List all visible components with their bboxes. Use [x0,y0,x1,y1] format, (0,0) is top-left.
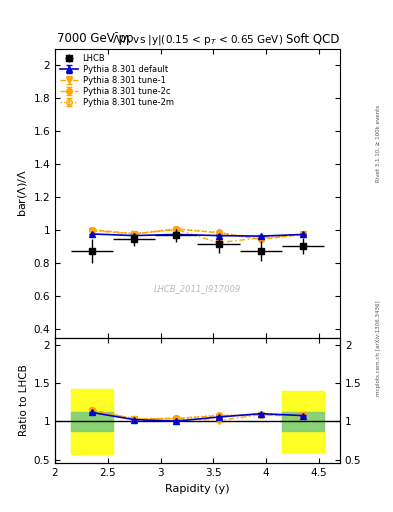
Y-axis label: bar($\Lambda$)/$\Lambda$: bar($\Lambda$)/$\Lambda$ [17,169,29,217]
Text: mcplots.cern.ch [arXiv:1306.3436]: mcplots.cern.ch [arXiv:1306.3436] [376,301,380,396]
Legend: LHCB, Pythia 8.301 default, Pythia 8.301 tune-1, Pythia 8.301 tune-2c, Pythia 8.: LHCB, Pythia 8.301 default, Pythia 8.301… [58,52,175,109]
X-axis label: Rapidity (y): Rapidity (y) [165,484,230,494]
Title: $\bar{\Lambda}/\Lambda$ vs |y|(0.15 < p$_T$ < 0.65 GeV): $\bar{\Lambda}/\Lambda$ vs |y|(0.15 < p$… [112,31,283,48]
Text: Soft QCD: Soft QCD [286,32,340,45]
Text: 7000 GeV pp: 7000 GeV pp [57,32,134,45]
Text: LHCB_2011_I917009: LHCB_2011_I917009 [154,284,241,293]
Y-axis label: Ratio to LHCB: Ratio to LHCB [19,365,29,436]
Text: Rivet 3.1.10, ≥ 100k events: Rivet 3.1.10, ≥ 100k events [376,105,380,182]
